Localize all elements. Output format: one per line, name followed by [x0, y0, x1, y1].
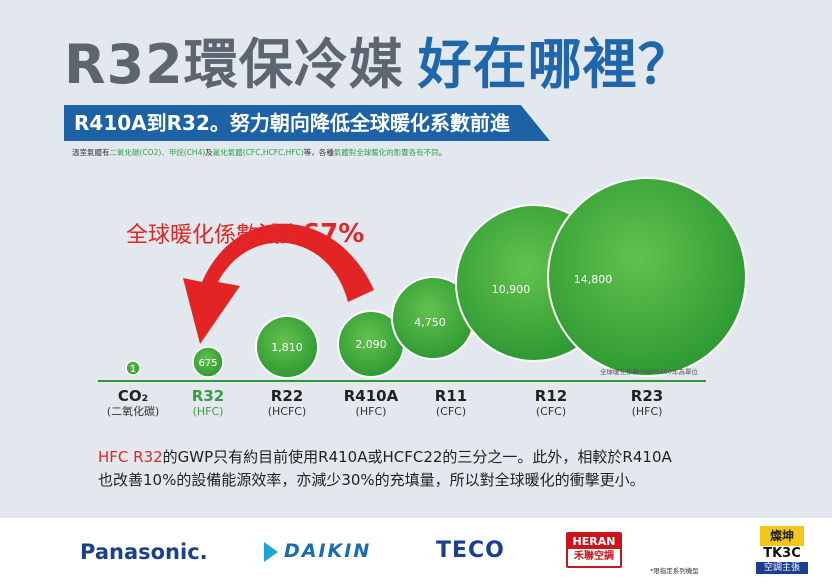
tk3c-top: 燦坤	[760, 526, 804, 546]
subtitle-banner: R410A到R32。努力朝向降低全球暖化系數前進	[64, 105, 550, 141]
bubble-r22	[255, 315, 319, 379]
refrigerant-label: CO₂ (二氧化碳)	[107, 387, 160, 419]
tk3c-logo: 燦坤 TK3C 空調主張	[752, 526, 812, 574]
refrigerant-type: (HFC)	[192, 405, 224, 418]
bubble-r32	[192, 346, 224, 378]
reduction-label: 全球暖化係數減少67%	[126, 217, 364, 249]
refrigerant-type: (CFC)	[435, 405, 467, 418]
refrigerant-label: R23 (HFC)	[631, 387, 663, 419]
refrigerant-label: R32 (HFC)	[192, 387, 224, 419]
refrigerant-name: R32	[191, 387, 225, 405]
body-text: HFC R32的GWP只有約目前使用R410A或HCFC22的三分之一。此外，相…	[98, 446, 672, 492]
gwp-bubble-chart: 1 675 1,810 2,090 4,750 10,900 14,800	[98, 177, 747, 382]
heran-zh: 禾聯空調	[574, 551, 614, 562]
refrigerant-type: (HFC)	[631, 405, 663, 418]
heran-en: HERAN	[568, 534, 620, 549]
body-line1-text: 的GWP只有約目前使用R410A或HCFC22的三分之一。此外，相較於R410A	[162, 448, 672, 466]
note-text-3: 等，各種	[303, 148, 334, 157]
refrigerant-type: (HFC)	[355, 405, 387, 418]
note-text-4: 。	[438, 148, 447, 157]
bubble-r23	[547, 177, 747, 377]
limited-note: *限指定系列機型	[650, 567, 699, 575]
refrigerant-label: R11 (CFC)	[435, 387, 467, 419]
heran-logo: HERAN 禾聯空調	[566, 532, 622, 568]
body-red: HFC R32	[98, 448, 163, 466]
note-text-2: 及	[205, 148, 213, 157]
note-green-3: 氣體對全球暖化的影響各有不同	[333, 148, 439, 157]
gwp-value: 10,900	[492, 283, 531, 296]
panasonic-logo: Panasonic.	[80, 540, 208, 564]
refrigerant-type: (二氧化碳)	[106, 405, 160, 418]
gwp-unit-note: 全球暖化係數(GWP)100年為單位	[600, 368, 698, 376]
gwp-value: 4,750	[414, 316, 446, 329]
refrigerant-name: R23	[630, 387, 664, 405]
refrigerant-name: R410A	[343, 387, 399, 405]
note-text-1: 溫室氣體有	[72, 148, 110, 157]
refrigerant-label: R22 (HCFC)	[268, 387, 307, 419]
gwp-value: 14,800	[574, 273, 613, 286]
gwp-value: 1	[130, 364, 136, 375]
refrigerant-name: R12	[534, 387, 568, 405]
refrigerant-type: (HCFC)	[267, 405, 307, 418]
reduction-text: 全球暖化係數減少	[126, 223, 303, 248]
refrigerant-name: R11	[434, 387, 468, 405]
body-line-1: HFC R32的GWP只有約目前使用R410A或HCFC22的三分之一。此外，相…	[98, 446, 672, 469]
refrigerant-label: R410A (HFC)	[344, 387, 398, 419]
tk3c-mid: TK3C	[763, 546, 801, 561]
headline-part2: 好在哪裡？	[417, 33, 693, 96]
headline: R32環保冷媒 好在哪裡？	[64, 28, 693, 102]
gwp-value: 1,810	[271, 341, 303, 354]
gwp-value: 2,090	[355, 338, 387, 351]
reduction-value: 67%	[302, 219, 365, 249]
reduction-arrow	[183, 223, 374, 344]
gwp-value: 675	[198, 358, 217, 369]
note-green-2: 氟化氣體(CFC,HCFC,HFC)	[212, 148, 304, 157]
greenhouse-gas-note: 溫室氣體有二氧化碳(CO2)、甲烷(CH4)及氟化氣體(CFC,HCFC,HFC…	[72, 147, 446, 158]
refrigerant-name: CO₂	[117, 387, 149, 405]
brand-footer: Panasonic. DAIKIN TECO HERAN 禾聯空調 *限指定系列…	[0, 518, 832, 588]
daikin-text: DAIKIN	[284, 540, 372, 562]
headline-part1: R32環保冷媒	[64, 33, 404, 96]
teco-logo: TECO	[436, 538, 505, 563]
daikin-mark-icon	[264, 541, 278, 562]
refrigerant-type: (CFC)	[535, 405, 567, 418]
refrigerant-name: R22	[270, 387, 304, 405]
bubble-co₂	[125, 360, 141, 376]
refrigerant-label: R12 (CFC)	[535, 387, 567, 419]
note-green-1: 二氧化碳(CO2)、甲烷(CH4)	[109, 148, 206, 157]
tk3c-bottom: 空調主張	[756, 562, 808, 574]
daikin-logo: DAIKIN	[264, 540, 371, 562]
body-line-2: 也改善10%的設備能源效率，亦減少30%的充填量，所以對全球暖化的衝擊更小。	[98, 471, 645, 489]
